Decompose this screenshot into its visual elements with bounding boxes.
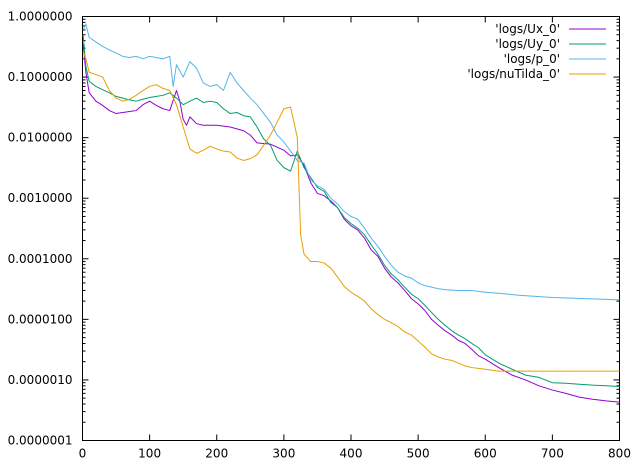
series-line-2 xyxy=(82,23,620,301)
x-tick-label: 700 xyxy=(541,447,564,461)
legend-label: 'logs/p_0' xyxy=(504,52,560,66)
x-tick-label: 500 xyxy=(407,447,430,461)
y-tick-label: 0.0000001 xyxy=(8,434,73,448)
y-tick-label: 0.1000000 xyxy=(8,70,73,84)
series-line-3 xyxy=(82,50,620,372)
y-tick-label: 0.0010000 xyxy=(8,191,73,205)
legend-label: 'logs/Uy_0' xyxy=(495,37,560,51)
legend-label: 'logs/nuTilda_0' xyxy=(467,67,560,81)
x-tick-label: 300 xyxy=(272,447,295,461)
legend: 'logs/Ux_0''logs/Uy_0''logs/p_0''logs/nu… xyxy=(467,22,606,81)
series-lines xyxy=(82,23,620,403)
y-tick-label: 1.0000000 xyxy=(8,10,73,24)
x-tick-label: 200 xyxy=(205,447,228,461)
x-tick-label: 0 xyxy=(79,447,87,461)
y-tick-label: 0.0000010 xyxy=(8,373,73,387)
y-axis-ticks: 1.0000000 0.1000000 0.0100000 0.0010000 0.00… xyxy=(8,10,620,448)
x-axis-ticks: 0 100 200 300 400 500 600 700 800 xyxy=(79,16,631,461)
x-tick-label: 100 xyxy=(138,447,161,461)
x-tick-label: 800 xyxy=(608,447,631,461)
y-tick-label: 0.0100000 xyxy=(8,131,73,145)
legend-label: 'logs/Ux_0' xyxy=(495,22,560,36)
y-tick-label: 0.0000100 xyxy=(8,312,73,326)
x-tick-label: 600 xyxy=(474,447,497,461)
series-line-0 xyxy=(82,44,620,403)
series-line-1 xyxy=(82,34,620,387)
y-tick-label: 0.0001000 xyxy=(8,252,73,266)
x-tick-label: 400 xyxy=(340,447,363,461)
